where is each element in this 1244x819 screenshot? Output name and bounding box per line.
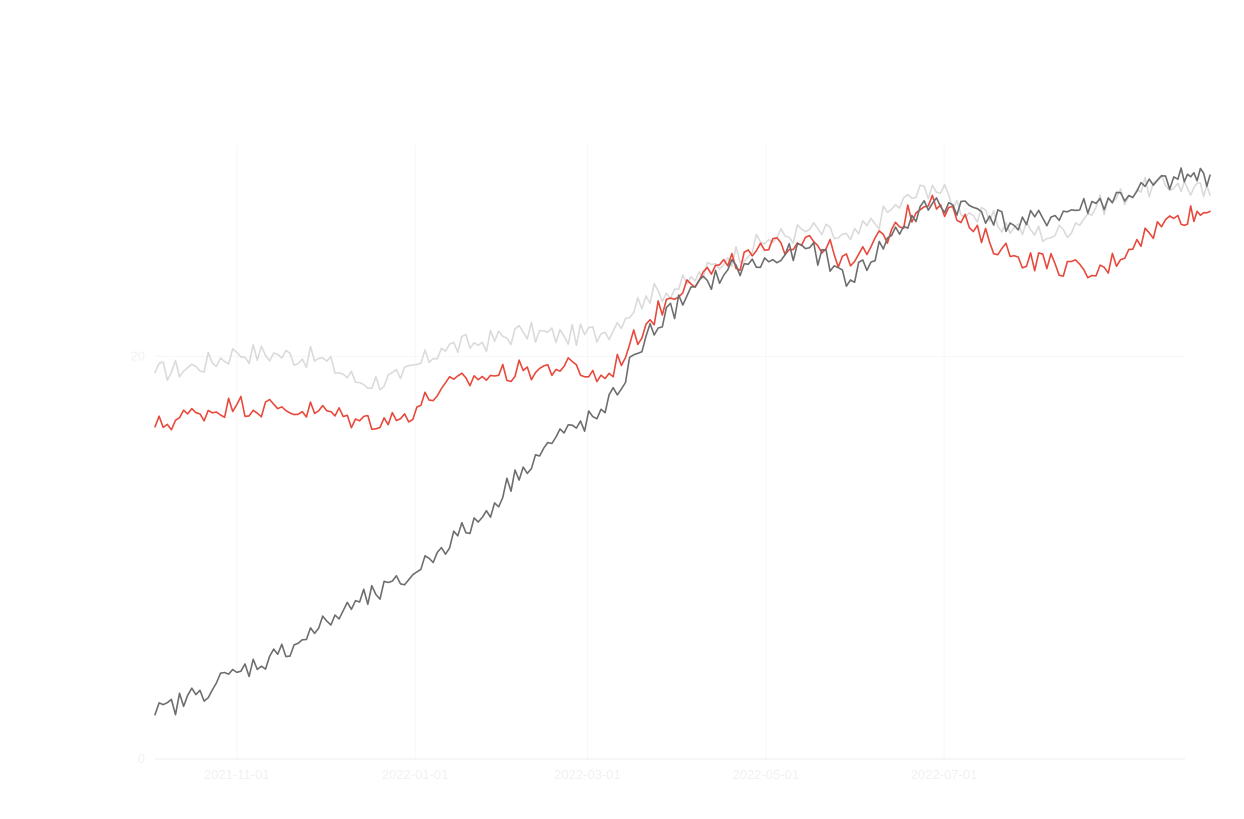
gridlines <box>155 145 1185 760</box>
x-tick-label: 2021-11-01 <box>204 767 270 782</box>
series-lines <box>154 167 1211 716</box>
y-tick-label: 20 <box>131 348 145 363</box>
tick-labels: 0 20 2021-11-01 2022-01-01 2022-03-01 2022-05… <box>131 348 978 782</box>
x-tick-label: 2022-01-01 <box>382 767 449 782</box>
series-line-2 <box>154 194 1211 431</box>
series-line-1 <box>154 174 1211 391</box>
series-line-3 <box>154 167 1211 716</box>
x-tick-label: 2022-03-01 <box>554 767 621 782</box>
y-tick-label: 0 <box>138 751 145 766</box>
x-tick-label: 2022-05-01 <box>733 767 800 782</box>
x-tick-label: 2022-07-01 <box>911 767 978 782</box>
